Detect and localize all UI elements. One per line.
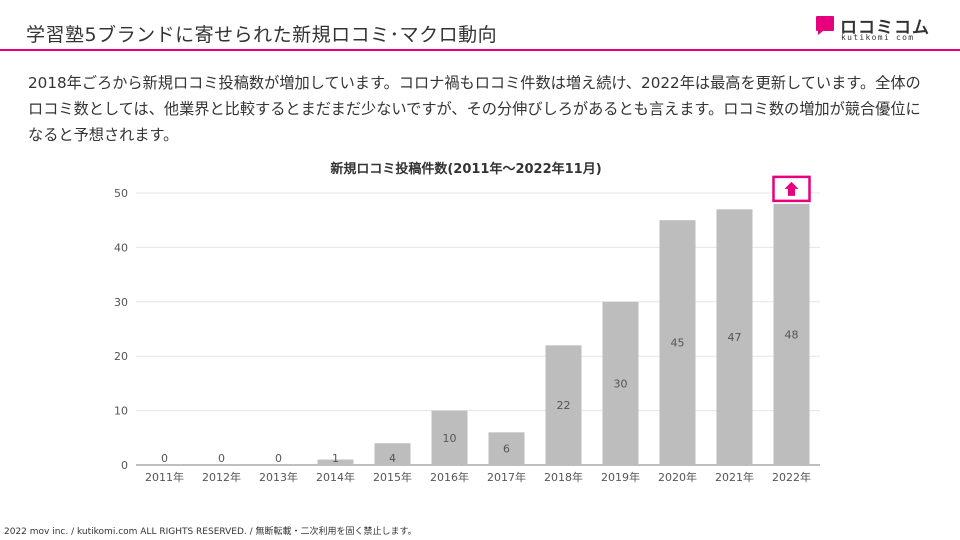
data-label: 10	[443, 432, 457, 445]
logo-mark-icon	[816, 16, 834, 35]
data-label: 1	[332, 452, 339, 465]
y-tick-label: 50	[114, 187, 128, 200]
copyright-footer: 2022 mov inc. / kutikomi.com ALL RIGHTS …	[4, 527, 417, 537]
bar	[602, 301, 639, 465]
up-arrow-icon	[784, 181, 799, 196]
bar	[659, 220, 696, 465]
bar	[773, 203, 810, 465]
description-text: 2018年ごろから新規ロコミ投稿数が増加しています。コロナ禍もロコミ件数は増え続…	[28, 74, 921, 144]
bar	[374, 443, 411, 465]
bar	[545, 345, 582, 465]
data-label: 45	[671, 337, 685, 350]
logo-subtext: kutikomi com	[841, 33, 915, 42]
x-tick-label: 2014年	[316, 470, 355, 484]
data-label: 22	[557, 399, 571, 412]
y-tick-label: 40	[114, 241, 128, 254]
x-tick-label: 2013年	[259, 470, 298, 484]
bar	[716, 209, 753, 465]
title-divider	[0, 49, 960, 51]
x-tick-label: 2020年	[658, 470, 697, 484]
y-tick-label: 0	[121, 459, 128, 472]
y-tick-label: 10	[114, 405, 128, 418]
data-label: 6	[503, 443, 510, 456]
x-tick-label: 2021年	[715, 470, 754, 484]
logo-wordmark: ロコミコム	[840, 18, 930, 38]
data-label: 0	[218, 452, 225, 465]
x-tick-label: 2022年	[772, 470, 811, 484]
kutikomi-logo: ロコミコム kutikomi com	[814, 12, 929, 44]
bar	[488, 432, 525, 465]
slide-title: 学習塾5ブランドに寄せられた新規ロコミ･マクロ動向	[26, 24, 498, 46]
data-label: 0	[161, 452, 168, 465]
x-tick-label: 2018年	[544, 470, 583, 484]
x-tick-label: 2011年	[145, 470, 184, 484]
bar-chart: 新規ロコミ投稿件数(2011年〜2022年11月)010203040500201…	[114, 161, 820, 484]
x-tick-label: 2015年	[373, 470, 412, 484]
x-tick-label: 2019年	[601, 470, 640, 484]
x-tick-label: 2016年	[430, 470, 469, 484]
x-tick-label: 2017年	[487, 470, 526, 484]
data-label: 4	[389, 452, 396, 465]
chart-title: 新規ロコミ投稿件数(2011年〜2022年11月)	[330, 161, 601, 177]
data-label: 47	[728, 331, 742, 344]
y-tick-label: 30	[114, 296, 128, 309]
x-tick-label: 2012年	[202, 470, 241, 484]
bar	[431, 410, 468, 465]
data-label: 48	[785, 328, 799, 341]
y-tick-label: 20	[114, 350, 128, 363]
data-label: 0	[275, 452, 282, 465]
bar	[317, 459, 354, 465]
data-label: 30	[614, 377, 628, 390]
